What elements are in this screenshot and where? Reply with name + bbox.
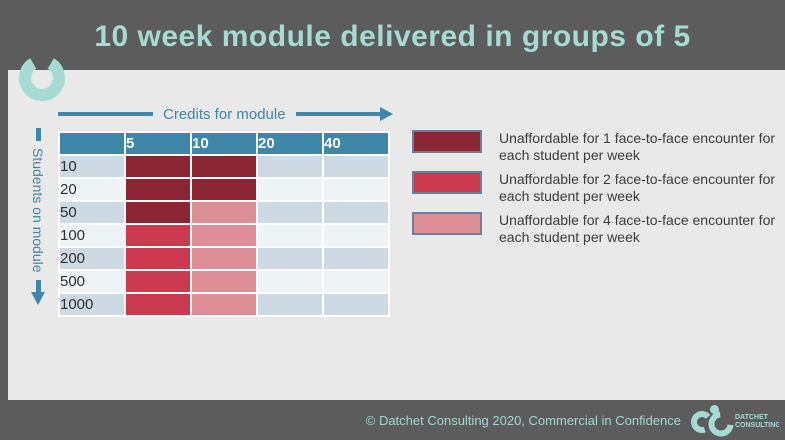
legend-label: Unaffordable for 4 face-to-face encounte… xyxy=(499,212,776,245)
heatmap-cell-empty xyxy=(258,156,322,177)
legend: Unaffordable for 1 face-to-face encounte… xyxy=(412,130,785,253)
row-label-cell: 10 xyxy=(60,156,124,177)
column-header-cell: 40 xyxy=(324,133,388,154)
datchet-consulting-logo: DATCHET CONSULTING xyxy=(691,405,779,437)
table-row: 10 xyxy=(60,156,388,177)
legend-swatch-red xyxy=(412,171,482,194)
ring-decoration-icon xyxy=(19,58,65,101)
heatmap-cell-unaffordable-1 xyxy=(192,156,256,177)
heatmap-cell-empty xyxy=(258,202,322,223)
heatmap-cell-unaffordable-4 xyxy=(192,248,256,269)
heatmap-cell-empty xyxy=(324,179,388,200)
heatmap-cell-empty xyxy=(258,225,322,246)
logo-text-line1: DATCHET xyxy=(735,414,769,421)
legend-label: Unaffordable for 2 face-to-face encounte… xyxy=(499,171,776,204)
header-row: 5 10 20 40 xyxy=(60,133,388,154)
heatmap-cell-unaffordable-2 xyxy=(126,225,190,246)
y-axis-line xyxy=(35,279,41,292)
row-label-cell: 20 xyxy=(60,179,124,200)
heatmap-table: 5 10 20 40 10 20 50 100 200 500 1000 xyxy=(58,131,390,317)
heatmap-cell-unaffordable-2 xyxy=(126,271,190,292)
column-header-cell: 20 xyxy=(258,133,322,154)
x-axis-label: Credits for module xyxy=(163,105,286,123)
heatmap-cell-empty xyxy=(258,294,322,315)
x-axis-line xyxy=(295,112,380,116)
legend-swatch-dark-red xyxy=(412,130,482,153)
heatmap-cell-unaffordable-1 xyxy=(126,156,190,177)
table-row: 100 xyxy=(60,225,388,246)
heatmap-cell-unaffordable-2 xyxy=(126,248,190,269)
heatmap-cell-empty xyxy=(324,248,388,269)
table-row: 1000 xyxy=(60,294,388,315)
legend-swatch-pink xyxy=(412,212,482,235)
heatmap-cell-empty xyxy=(258,179,322,200)
row-label-cell: 200 xyxy=(60,248,124,269)
heatmap-cell-empty xyxy=(324,294,388,315)
heatmap-cell-unaffordable-4 xyxy=(192,225,256,246)
row-label-cell: 500 xyxy=(60,271,124,292)
heatmap-cell-unaffordable-1 xyxy=(126,202,190,223)
legend-item: Unaffordable for 1 face-to-face encounte… xyxy=(412,130,785,164)
row-label-cell: 100 xyxy=(60,225,124,246)
column-header-cell: 10 xyxy=(192,133,256,154)
heatmap-cell-unaffordable-4 xyxy=(192,271,256,292)
heatmap-cell-empty xyxy=(258,271,322,292)
logo-text-line2: CONSULTING xyxy=(735,422,779,429)
heatmap-cell-empty xyxy=(324,225,388,246)
legend-label: Unaffordable for 1 face-to-face encounte… xyxy=(499,130,776,163)
table-row: 500 xyxy=(60,271,388,292)
table-row: 200 xyxy=(60,248,388,269)
y-axis: Students on module xyxy=(27,128,49,305)
table-row: 50 xyxy=(60,202,388,223)
page-title: 10 week module delivered in groups of 5 xyxy=(94,20,691,53)
heatmap-cell-unaffordable-4 xyxy=(192,202,256,223)
y-axis-line xyxy=(35,128,41,141)
footer: © Datchet Consulting 2020, Commercial in… xyxy=(0,400,785,440)
row-label-cell: 1000 xyxy=(60,294,124,315)
corner-header-cell xyxy=(60,133,124,154)
legend-item: Unaffordable for 4 face-to-face encounte… xyxy=(412,212,785,246)
heatmap-body: 5 10 20 40 10 20 50 100 200 500 1000 xyxy=(60,133,388,315)
heatmap-cell-empty xyxy=(324,271,388,292)
x-axis-line xyxy=(58,112,153,116)
heatmap-cell-empty xyxy=(324,156,388,177)
down-arrow-icon xyxy=(31,291,45,305)
copyright-text: © Datchet Consulting 2020, Commercial in… xyxy=(365,412,681,428)
heatmap-cell-empty xyxy=(258,248,322,269)
heatmap-cell-empty xyxy=(324,202,388,223)
column-header-cell: 5 xyxy=(126,133,190,154)
heatmap-cell-unaffordable-1 xyxy=(192,179,256,200)
table-row: 20 xyxy=(60,179,388,200)
x-axis: Credits for module xyxy=(58,103,393,125)
heatmap-cell-unaffordable-1 xyxy=(126,179,190,200)
heatmap-cell-unaffordable-4 xyxy=(192,294,256,315)
legend-item: Unaffordable for 2 face-to-face encounte… xyxy=(412,171,785,205)
heatmap-cell-unaffordable-2 xyxy=(126,294,190,315)
right-arrow-icon xyxy=(380,107,393,121)
row-label-cell: 50 xyxy=(60,202,124,223)
y-axis-label: Students on module xyxy=(30,148,46,273)
